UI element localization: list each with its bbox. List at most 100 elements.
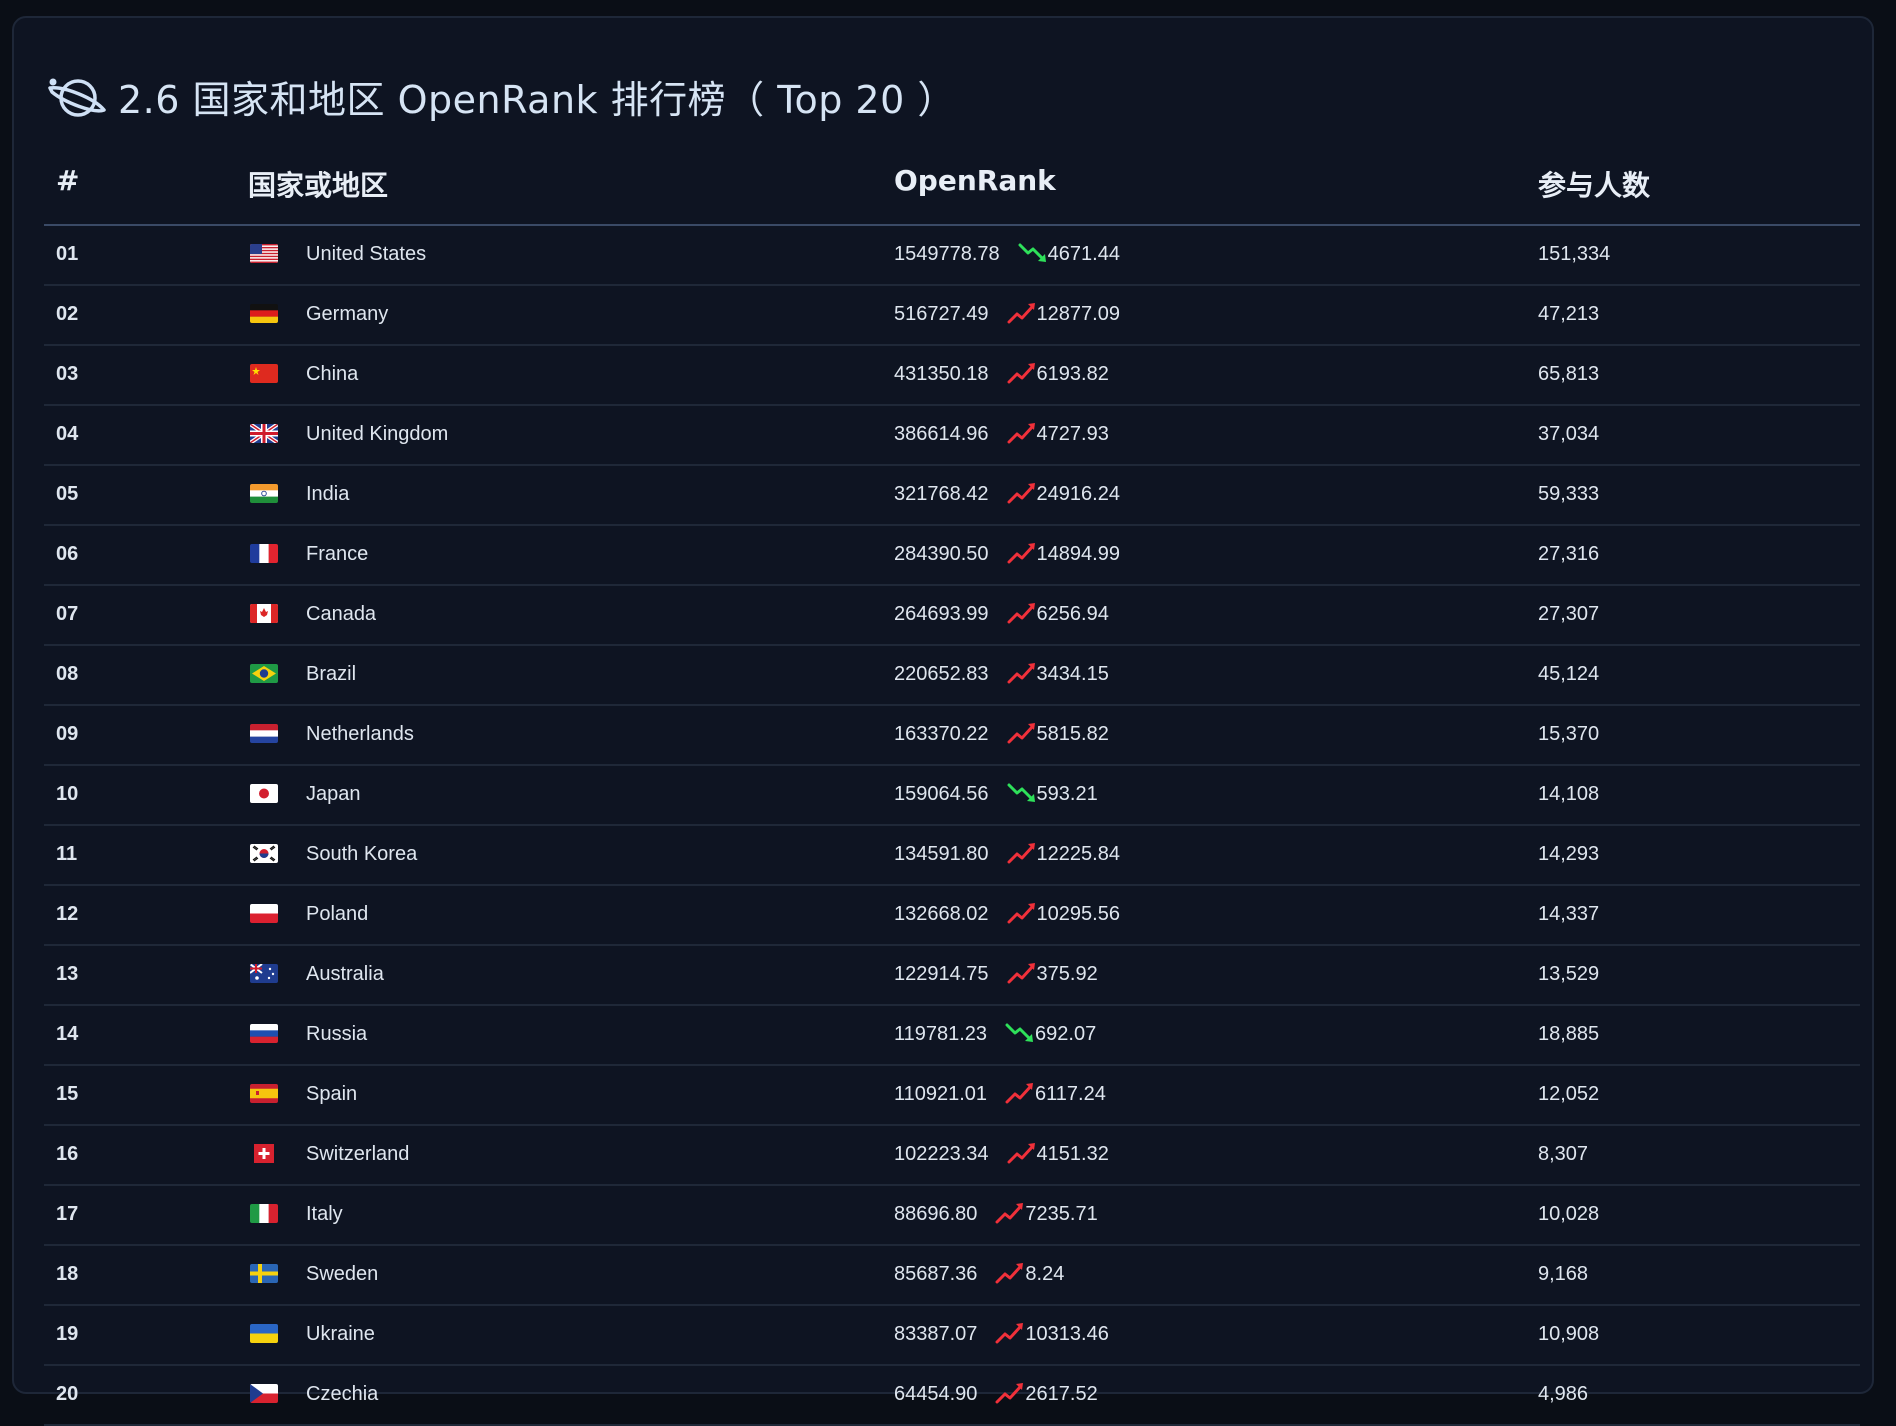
flag-gb-icon xyxy=(250,424,278,443)
openrank-delta: 24916.24 xyxy=(1036,483,1120,505)
openrank-cell: 134591.80 xyxy=(894,843,989,865)
people-cell: 151,334 xyxy=(1538,243,1611,265)
table-row[interactable]: 16 Switzerland 102223.34 4151.32 8,307 xyxy=(44,1126,1860,1186)
people-cell: 18,885 xyxy=(1538,1023,1600,1045)
planet-icon xyxy=(48,78,106,117)
table-row[interactable]: 17 Italy 88696.80 7235.71 10,028 xyxy=(44,1186,1860,1246)
rank-cell: 01 xyxy=(56,243,79,265)
trend-up-icon xyxy=(1007,420,1037,446)
ranking-table: # 国家或地区 OpenRank 参与人数 01 United States 1… xyxy=(44,146,1860,1426)
flag-kr-icon xyxy=(250,844,278,863)
table-row[interactable]: 06 France 284390.50 14894.99 27,316 xyxy=(44,526,1860,586)
table-row[interactable]: 05 India 321768.42 24916.24 59,333 xyxy=(44,466,1860,526)
trend-up-icon xyxy=(1007,300,1037,326)
people-cell: 15,370 xyxy=(1538,723,1600,745)
table-row[interactable]: 10 Japan 159064.56 593.21 14,108 xyxy=(44,766,1860,826)
country-cell: India xyxy=(306,483,350,505)
trend-down-icon xyxy=(1007,780,1037,806)
country-cell: Germany xyxy=(306,303,389,325)
flag-in-icon xyxy=(250,484,278,503)
rank-cell: 20 xyxy=(56,1383,79,1405)
country-cell: Poland xyxy=(306,903,369,925)
openrank-cell: 163370.22 xyxy=(894,723,989,745)
rank-cell: 06 xyxy=(56,543,79,565)
openrank-delta: 12225.84 xyxy=(1036,843,1120,865)
rank-cell: 18 xyxy=(56,1263,79,1285)
header-rank: # xyxy=(56,164,80,197)
openrank-cell: 431350.18 xyxy=(894,363,989,385)
people-cell: 8,307 xyxy=(1538,1143,1589,1165)
flag-cz-icon xyxy=(250,1384,278,1403)
table-row[interactable]: 02 Germany 516727.49 12877.09 47,213 xyxy=(44,286,1860,346)
openrank-delta: 2617.52 xyxy=(1025,1383,1098,1405)
flag-br-icon xyxy=(250,664,278,683)
openrank-cell: 88696.80 xyxy=(894,1203,978,1225)
openrank-cell: 132668.02 xyxy=(894,903,989,925)
trend-up-icon xyxy=(1005,1080,1035,1106)
trend-up-icon xyxy=(1007,660,1037,686)
table-row[interactable]: 03 China 431350.18 6193.82 65,813 xyxy=(44,346,1860,406)
openrank-delta: 10313.46 xyxy=(1025,1323,1109,1345)
people-cell: 9,168 xyxy=(1538,1263,1589,1285)
rank-cell: 14 xyxy=(56,1023,79,1045)
openrank-delta: 6117.24 xyxy=(1035,1083,1106,1105)
rank-cell: 05 xyxy=(56,483,79,505)
country-cell: Italy xyxy=(306,1203,343,1225)
trend-down-icon xyxy=(1005,1020,1035,1046)
trend-up-icon xyxy=(995,1320,1025,1346)
table-row[interactable]: 12 Poland 132668.02 10295.56 14,337 xyxy=(44,886,1860,946)
rank-cell: 16 xyxy=(56,1143,79,1165)
people-cell: 10,028 xyxy=(1538,1203,1600,1225)
table-row[interactable]: 18 Sweden 85687.36 8.24 9,168 xyxy=(44,1246,1860,1306)
table-row[interactable]: 14 Russia 119781.23 692.07 18,885 xyxy=(44,1006,1860,1066)
table-row[interactable]: 07 Canada 264693.99 6256.94 27,307 xyxy=(44,586,1860,646)
table-row[interactable]: 01 United States 1549778.78 4671.44 151,… xyxy=(44,226,1860,286)
rank-cell: 11 xyxy=(56,843,78,865)
table-row[interactable]: 09 Netherlands 163370.22 5815.82 15,370 xyxy=(44,706,1860,766)
flag-se-icon xyxy=(250,1264,278,1283)
openrank-cell: 516727.49 xyxy=(894,303,989,325)
trend-down-icon xyxy=(1018,240,1048,266)
openrank-cell: 64454.90 xyxy=(894,1383,978,1405)
country-cell: Switzerland xyxy=(306,1143,410,1165)
openrank-cell: 1549778.78 xyxy=(894,243,1000,265)
country-cell: Netherlands xyxy=(306,723,414,745)
openrank-delta: 14894.99 xyxy=(1036,543,1120,565)
country-cell: United Kingdom xyxy=(306,423,449,445)
flag-nl-icon xyxy=(250,724,278,743)
openrank-delta: 4671.44 xyxy=(1047,243,1120,265)
header-country: 国家或地区 xyxy=(248,169,389,202)
people-cell: 27,307 xyxy=(1538,603,1600,625)
flag-ch-icon xyxy=(250,1144,278,1163)
openrank-delta: 6193.82 xyxy=(1036,363,1109,385)
openrank-cell: 110921.01 xyxy=(894,1083,988,1105)
people-cell: 4,986 xyxy=(1538,1383,1589,1405)
people-cell: 65,813 xyxy=(1538,363,1600,385)
country-cell: Spain xyxy=(306,1083,358,1105)
table-header: # 国家或地区 OpenRank 参与人数 xyxy=(44,146,1860,226)
rank-cell: 10 xyxy=(56,783,79,805)
trend-up-icon xyxy=(995,1380,1025,1406)
rank-cell: 09 xyxy=(56,723,79,745)
table-body: 01 United States 1549778.78 4671.44 151,… xyxy=(44,226,1860,1426)
table-row[interactable]: 19 Ukraine 83387.07 10313.46 10,908 xyxy=(44,1306,1860,1366)
trend-up-icon xyxy=(1007,840,1037,866)
flag-de-icon xyxy=(250,304,278,323)
flag-it-icon xyxy=(250,1204,278,1223)
trend-up-icon xyxy=(1007,900,1037,926)
flag-jp-icon xyxy=(250,784,278,803)
table-row[interactable]: 04 United Kingdom 386614.96 4727.93 37,0… xyxy=(44,406,1860,466)
table-row[interactable]: 15 Spain 110921.01 6117.24 12,052 xyxy=(44,1066,1860,1126)
openrank-cell: 83387.07 xyxy=(894,1323,978,1345)
country-cell: South Korea xyxy=(306,843,418,865)
table-row[interactable]: 08 Brazil 220652.83 3434.15 45,124 xyxy=(44,646,1860,706)
country-cell: Ukraine xyxy=(306,1323,375,1345)
table-row[interactable]: 20 Czechia 64454.90 2617.52 4,986 xyxy=(44,1366,1860,1426)
flag-ca-icon xyxy=(250,604,278,623)
openrank-cell: 220652.83 xyxy=(894,663,989,685)
people-cell: 12,052 xyxy=(1538,1083,1600,1105)
table-row[interactable]: 11 South Korea 134591.80 12225.84 14,293 xyxy=(44,826,1860,886)
table-row[interactable]: 13 Australia 122914.75 375.92 13,529 xyxy=(44,946,1860,1006)
country-cell: China xyxy=(306,363,359,385)
trend-up-icon xyxy=(995,1260,1025,1286)
